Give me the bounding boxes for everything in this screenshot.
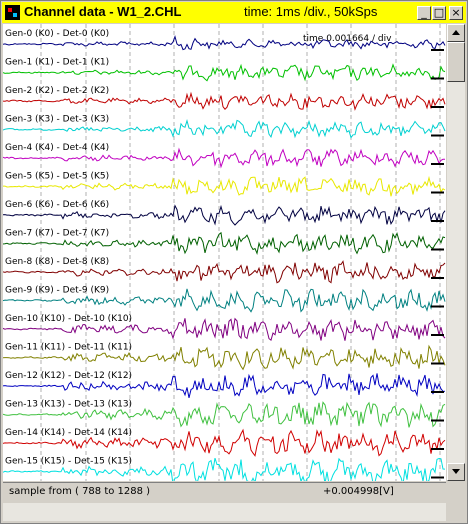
channel-trace (3, 147, 446, 169)
scroll-up-button[interactable] (447, 24, 465, 42)
channel-trace (3, 344, 446, 371)
level-marker (431, 419, 444, 422)
level-marker (431, 476, 444, 479)
level-marker (431, 163, 444, 165)
level-marker (431, 248, 444, 251)
channel-plot-area[interactable]: time 0.001664 / div Gen-0 (K0) - Det-0 (K… (3, 24, 446, 481)
level-marker (431, 106, 444, 108)
level-marker (431, 134, 444, 137)
channel-label: Gen-7 (K7) - Det-7 (K7) (5, 229, 109, 239)
channel-trace (3, 288, 446, 313)
channel-trace (3, 231, 446, 255)
channel-trace (3, 34, 446, 51)
level-marker (431, 334, 444, 336)
sample-range-text: sample from ( 788 to 1288 ) (9, 486, 151, 497)
maximize-icon: □ (433, 6, 445, 19)
channel-trace (3, 91, 446, 111)
arrow-up-icon (452, 30, 460, 35)
level-marker (431, 277, 444, 279)
level-marker (431, 362, 444, 365)
level-marker (431, 77, 444, 80)
channel-label: Gen-15 (K15) - Det-15 (K15) (5, 457, 132, 467)
close-button[interactable]: × (449, 6, 463, 20)
level-marker (431, 49, 444, 51)
cursor-value-text: +0.004998[V] (323, 486, 394, 497)
channel-label: Gen-4 (K4) - Det-4 (K4) (5, 143, 109, 153)
channel-label: Gen-13 (K13) - Det-13 (K13) (5, 400, 132, 410)
minimize-button[interactable]: _ (417, 6, 431, 20)
channel-label: Gen-11 (K11) - Det-11 (K11) (5, 343, 132, 353)
app-icon[interactable] (5, 5, 20, 20)
channel-trace (3, 317, 446, 341)
level-marker (431, 448, 444, 450)
channel-label: Gen-6 (K6) - Det-6 (K6) (5, 200, 109, 210)
channel-trace (3, 119, 446, 139)
channel-label: Gen-14 (K14) - Det-14 (K14) (5, 428, 132, 438)
channel-label: Gen-5 (K5) - Det-5 (K5) (5, 172, 109, 182)
title-bar[interactable]: Channel data - W1_2.CHL time: 1ms /div.,… (2, 2, 466, 23)
scroll-down-button[interactable] (447, 463, 465, 481)
level-marker (431, 391, 444, 393)
channel-trace (3, 63, 446, 82)
maximize-button[interactable]: □ (432, 6, 446, 20)
channel-label: Gen-9 (K9) - Det-9 (K9) (5, 286, 109, 296)
channel-trace (3, 401, 446, 428)
level-marker (431, 220, 444, 222)
channel-trace (3, 457, 446, 481)
time-base-info: time: 1ms /div., 50kSps (244, 4, 378, 19)
channel-trace (3, 373, 446, 399)
channel-label: Gen-8 (K8) - Det-8 (K8) (5, 257, 109, 267)
horizontal-scrollbar[interactable] (3, 503, 446, 521)
window-title: Channel data - W1_2.CHL (24, 4, 182, 19)
arrow-down-icon (452, 469, 460, 474)
channel-label: Gen-10 (K10) - Det-10 (K10) (5, 314, 132, 324)
level-marker (431, 191, 444, 194)
scrollbar-corner (447, 482, 465, 521)
channel-label: Gen-0 (K0) - Det-0 (K0) (5, 29, 109, 39)
channel-label: Gen-1 (K1) - Det-1 (K1) (5, 58, 109, 68)
time-overlay-text: time 0.001664 / div (303, 34, 392, 44)
channel-trace (3, 175, 446, 197)
level-marker (431, 305, 444, 308)
status-bar: sample from ( 788 to 1288 ) +0.004998[V] (3, 482, 446, 502)
channel-trace (3, 428, 446, 457)
channel-traces-svg: time 0.001664 / div Gen-0 (K0) - Det-0 (K… (3, 24, 446, 481)
minimize-icon: _ (421, 6, 427, 19)
channel-label: Gen-12 (K12) - Det-12 (K12) (5, 371, 132, 381)
vertical-scroll-thumb[interactable] (447, 42, 465, 82)
channel-label: Gen-3 (K3) - Det-3 (K3) (5, 115, 109, 125)
channel-label: Gen-2 (K2) - Det-2 (K2) (5, 86, 109, 96)
vertical-scrollbar[interactable] (447, 24, 465, 481)
channel-trace (3, 204, 446, 226)
channel-trace (3, 260, 446, 284)
close-icon: × (451, 6, 461, 19)
